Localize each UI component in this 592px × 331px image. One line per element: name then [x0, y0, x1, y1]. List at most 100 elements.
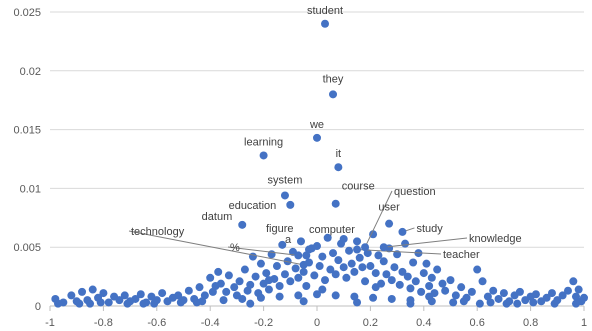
scatter-point	[425, 282, 434, 291]
scatter-point	[409, 258, 418, 267]
scatter-point	[256, 259, 265, 268]
y-tick-label: 0.005	[13, 242, 41, 254]
leader-line	[357, 249, 442, 255]
scatter-point	[353, 298, 362, 307]
labeled-point-datum	[238, 220, 247, 229]
scatter-point	[345, 246, 354, 255]
point-label: teacher	[443, 249, 480, 261]
leader-line	[128, 230, 304, 266]
x-tick-label: 0.4	[416, 317, 431, 329]
scatter-point	[457, 283, 466, 292]
x-tick-label: -0.8	[94, 317, 113, 329]
x-tick-label: 0.6	[470, 317, 485, 329]
scatter-point	[315, 262, 324, 271]
y-tick-label: 0.025	[13, 7, 41, 19]
scatter-point	[387, 276, 396, 285]
scatter-point	[104, 298, 113, 307]
scatter-point	[502, 299, 511, 308]
point-label: question	[394, 186, 436, 198]
scatter-point	[529, 298, 538, 307]
x-tick-label: 0	[314, 317, 320, 329]
scatter-point	[323, 233, 332, 242]
scatter-point	[398, 267, 407, 276]
x-tick-label: -1	[45, 317, 55, 329]
scatter-point	[278, 240, 287, 249]
scatter-point	[176, 298, 185, 307]
scatter-point	[240, 265, 249, 274]
labeled-point-a	[302, 251, 311, 260]
scatter-point	[451, 291, 460, 300]
scatter-point	[574, 285, 583, 294]
leader-line	[227, 246, 299, 256]
scatter-point	[411, 277, 420, 286]
point-label: education	[229, 200, 277, 212]
scatter-point	[478, 277, 487, 286]
x-tick-label: -0.6	[147, 317, 166, 329]
labeled-point-question	[361, 243, 370, 252]
scatter-point	[580, 293, 588, 302]
scatter-point	[275, 282, 284, 291]
point-label: study	[416, 223, 443, 235]
scatter-point	[369, 293, 378, 302]
scatter-point	[563, 286, 572, 295]
scatter-point	[395, 280, 404, 289]
scatter-point	[459, 297, 468, 306]
scatter-point	[214, 267, 223, 276]
scatter-point	[342, 273, 351, 282]
scatter-point	[422, 259, 431, 268]
axes: 0 0.005 0.01 0.015 0.02 0.025 -1 -0.8 -0.6 -0.4 -0…	[13, 7, 587, 329]
scatter-point	[96, 298, 105, 307]
labeled-point-system	[280, 191, 289, 200]
scatter-point	[222, 287, 231, 296]
labeled-point-education	[286, 200, 295, 209]
labeled-point-we	[313, 133, 321, 142]
scatter-point	[361, 277, 370, 286]
scatter-point	[192, 298, 201, 307]
scatter-point	[494, 294, 503, 303]
x-tick-label: 0.8	[523, 317, 538, 329]
scatter-point	[158, 289, 167, 298]
scatter-point	[139, 299, 148, 308]
scatter-point	[369, 230, 378, 239]
scatter-point	[339, 263, 348, 272]
scatter-point	[515, 287, 524, 296]
scatter-point	[291, 264, 300, 273]
scatter-point	[358, 263, 367, 272]
scatter-point	[262, 269, 271, 278]
scatter-point	[294, 291, 303, 300]
scatter-point	[248, 252, 257, 261]
scatter-point	[499, 289, 508, 298]
scatter-point	[280, 270, 289, 279]
scatter-point	[406, 299, 415, 308]
scatter-point	[441, 286, 450, 295]
scatter-point	[401, 239, 410, 248]
scatter-point	[542, 293, 551, 302]
scatter-point	[350, 267, 359, 276]
scatter-point	[318, 252, 327, 261]
scatter-point	[371, 269, 380, 278]
scatter-point	[473, 265, 482, 274]
scatter-point	[371, 283, 380, 292]
scatter-point	[238, 294, 247, 303]
scatter-point	[115, 296, 124, 305]
scatter-point	[88, 285, 97, 294]
scatter-point	[438, 279, 447, 288]
labeled-point-study	[398, 227, 407, 236]
scatter-point	[235, 277, 244, 286]
scatter-point	[136, 290, 145, 299]
scatter-point	[219, 296, 228, 305]
scatter-point	[449, 298, 458, 307]
scatter-point	[224, 271, 233, 280]
y-tick-label: 0.015	[13, 125, 41, 137]
labeled-point-computer	[339, 234, 348, 243]
point-labels: student they we learning it system education co…	[131, 5, 522, 261]
scatter-point	[374, 251, 383, 260]
x-tick-label: 1	[581, 317, 587, 329]
labeled-point-user	[385, 219, 394, 228]
scatter-point	[294, 273, 303, 282]
labeled-point-they	[329, 90, 338, 99]
scatter-point	[571, 292, 580, 301]
scatter-point	[251, 272, 260, 281]
point-label: a	[285, 234, 292, 246]
point-label: student	[307, 5, 343, 17]
